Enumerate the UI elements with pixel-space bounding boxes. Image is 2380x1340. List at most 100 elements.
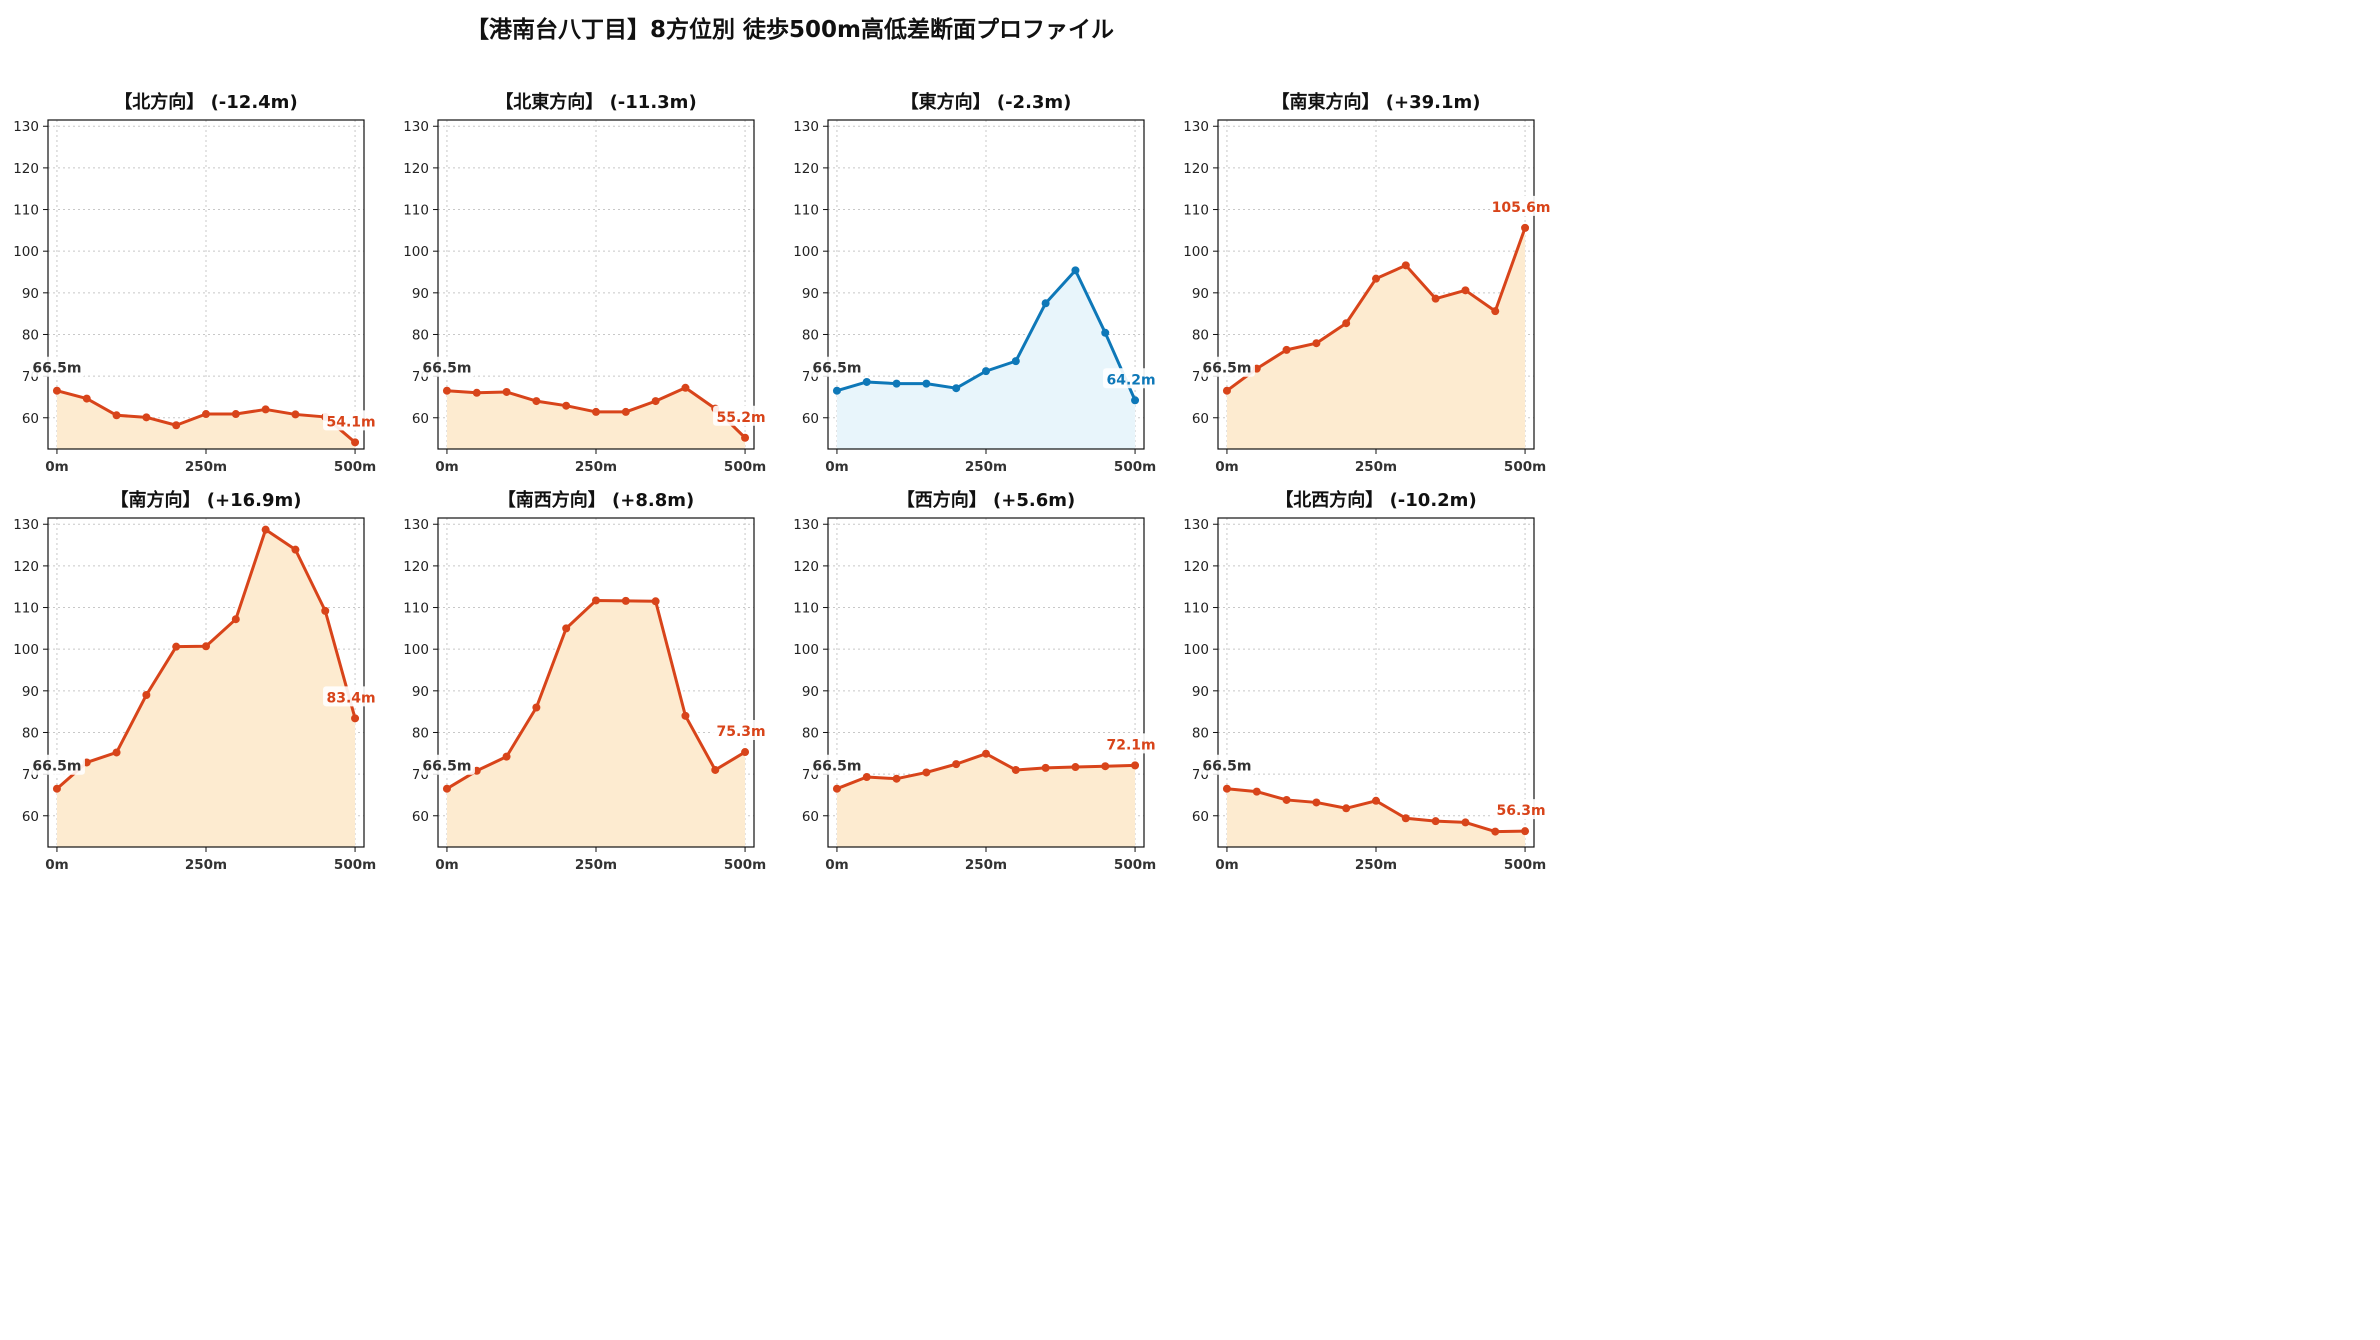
y-tick-label: 90	[412, 286, 429, 302]
x-tick-label: 0m	[825, 459, 848, 475]
y-tick-label: 130	[793, 517, 819, 533]
y-tick-label: 80	[1192, 725, 1209, 741]
data-point	[172, 642, 181, 651]
end-label: 83.4m	[326, 690, 375, 706]
end-label-bg	[1103, 368, 1160, 389]
y-tick-label: 60	[802, 809, 819, 825]
start-label: 66.5m	[812, 759, 861, 775]
y-tick-label: 130	[1183, 119, 1209, 135]
data-point	[202, 642, 210, 651]
x-tick-label: 500m	[1504, 459, 1546, 475]
y-tick-label: 100	[1183, 244, 1209, 260]
x-tick-label: 0m	[45, 857, 68, 873]
data-point	[832, 386, 841, 395]
data-point	[1131, 396, 1140, 405]
data-point	[1372, 796, 1380, 805]
elevation-area	[1226, 788, 1526, 847]
x-tick-label: 250m	[185, 857, 227, 873]
y-tick-label: 100	[403, 642, 429, 658]
data-point	[52, 784, 61, 793]
start-label: 66.5m	[422, 361, 471, 377]
y-tick-label: 120	[1183, 559, 1209, 575]
panel-title: 【北東方向】 (-11.3m)	[495, 91, 696, 113]
data-point	[172, 421, 181, 430]
y-tick-label: 90	[22, 684, 39, 700]
data-point	[592, 407, 600, 416]
start-label-bg	[28, 754, 85, 775]
start-label: 66.5m	[1202, 361, 1251, 377]
end-label: 55.2m	[716, 410, 765, 426]
y-tick-label: 90	[412, 684, 429, 700]
x-tick-label: 250m	[185, 459, 227, 475]
y-tick-label: 90	[22, 286, 39, 302]
end-label: 75.3m	[716, 724, 765, 740]
panel-title: 【南方向】 (+16.9m)	[111, 489, 302, 511]
x-tick-label: 500m	[334, 857, 376, 873]
y-tick-label: 60	[22, 411, 39, 427]
y-tick-label: 110	[1183, 203, 1209, 219]
data-point	[1131, 761, 1140, 770]
data-point	[892, 774, 901, 783]
data-point	[291, 545, 300, 554]
data-point	[651, 397, 660, 406]
x-tick-label: 0m	[45, 459, 68, 475]
data-point	[621, 596, 630, 605]
data-point	[1342, 319, 1351, 328]
data-point	[1401, 261, 1410, 270]
data-point	[862, 773, 871, 782]
end-label: 105.6m	[1492, 200, 1551, 216]
y-tick-label: 100	[13, 244, 39, 260]
data-point	[82, 394, 91, 403]
x-tick-label: 500m	[724, 459, 766, 475]
x-tick-label: 250m	[965, 459, 1007, 475]
start-label-bg	[808, 754, 865, 775]
end-label-bg	[1493, 195, 1550, 216]
y-tick-label: 110	[403, 601, 429, 617]
data-point	[1041, 299, 1050, 308]
data-point	[1461, 818, 1470, 827]
end-label: 56.3m	[1496, 803, 1545, 819]
panel-title: 【北方向】 (-12.4m)	[114, 91, 297, 113]
data-point	[741, 748, 750, 757]
y-tick-label: 110	[403, 203, 429, 219]
x-tick-label: 250m	[575, 857, 617, 873]
data-point	[1521, 223, 1530, 232]
y-tick-label: 110	[793, 601, 819, 617]
y-tick-label: 120	[793, 161, 819, 177]
y-tick-label: 110	[1183, 601, 1209, 617]
data-point	[1071, 763, 1080, 772]
end-label-bg	[713, 405, 770, 426]
panel-title: 【北西方向】 (-10.2m)	[1275, 489, 1476, 511]
data-point	[1521, 827, 1530, 836]
data-point	[532, 397, 541, 406]
y-tick-label: 80	[802, 327, 819, 343]
data-point	[112, 411, 121, 420]
elevation-area	[446, 600, 746, 847]
y-tick-label: 110	[13, 601, 39, 617]
data-point	[1282, 795, 1291, 804]
data-point	[351, 438, 360, 447]
start-label-bg	[418, 356, 475, 377]
x-tick-label: 0m	[1215, 459, 1238, 475]
data-point	[442, 386, 451, 395]
elevation-area	[56, 529, 356, 847]
data-point	[291, 410, 300, 419]
data-point	[1011, 357, 1020, 366]
panel-title: 【東方向】 (-2.3m)	[901, 91, 1072, 113]
data-point	[832, 784, 841, 793]
data-point	[681, 711, 690, 720]
data-point	[1252, 787, 1261, 796]
data-point	[1041, 763, 1050, 772]
data-point	[1222, 784, 1231, 793]
y-tick-label: 120	[1183, 161, 1209, 177]
data-point	[1011, 765, 1020, 774]
start-label-bg	[28, 356, 85, 377]
start-label: 66.5m	[422, 759, 471, 775]
y-tick-label: 130	[793, 119, 819, 135]
